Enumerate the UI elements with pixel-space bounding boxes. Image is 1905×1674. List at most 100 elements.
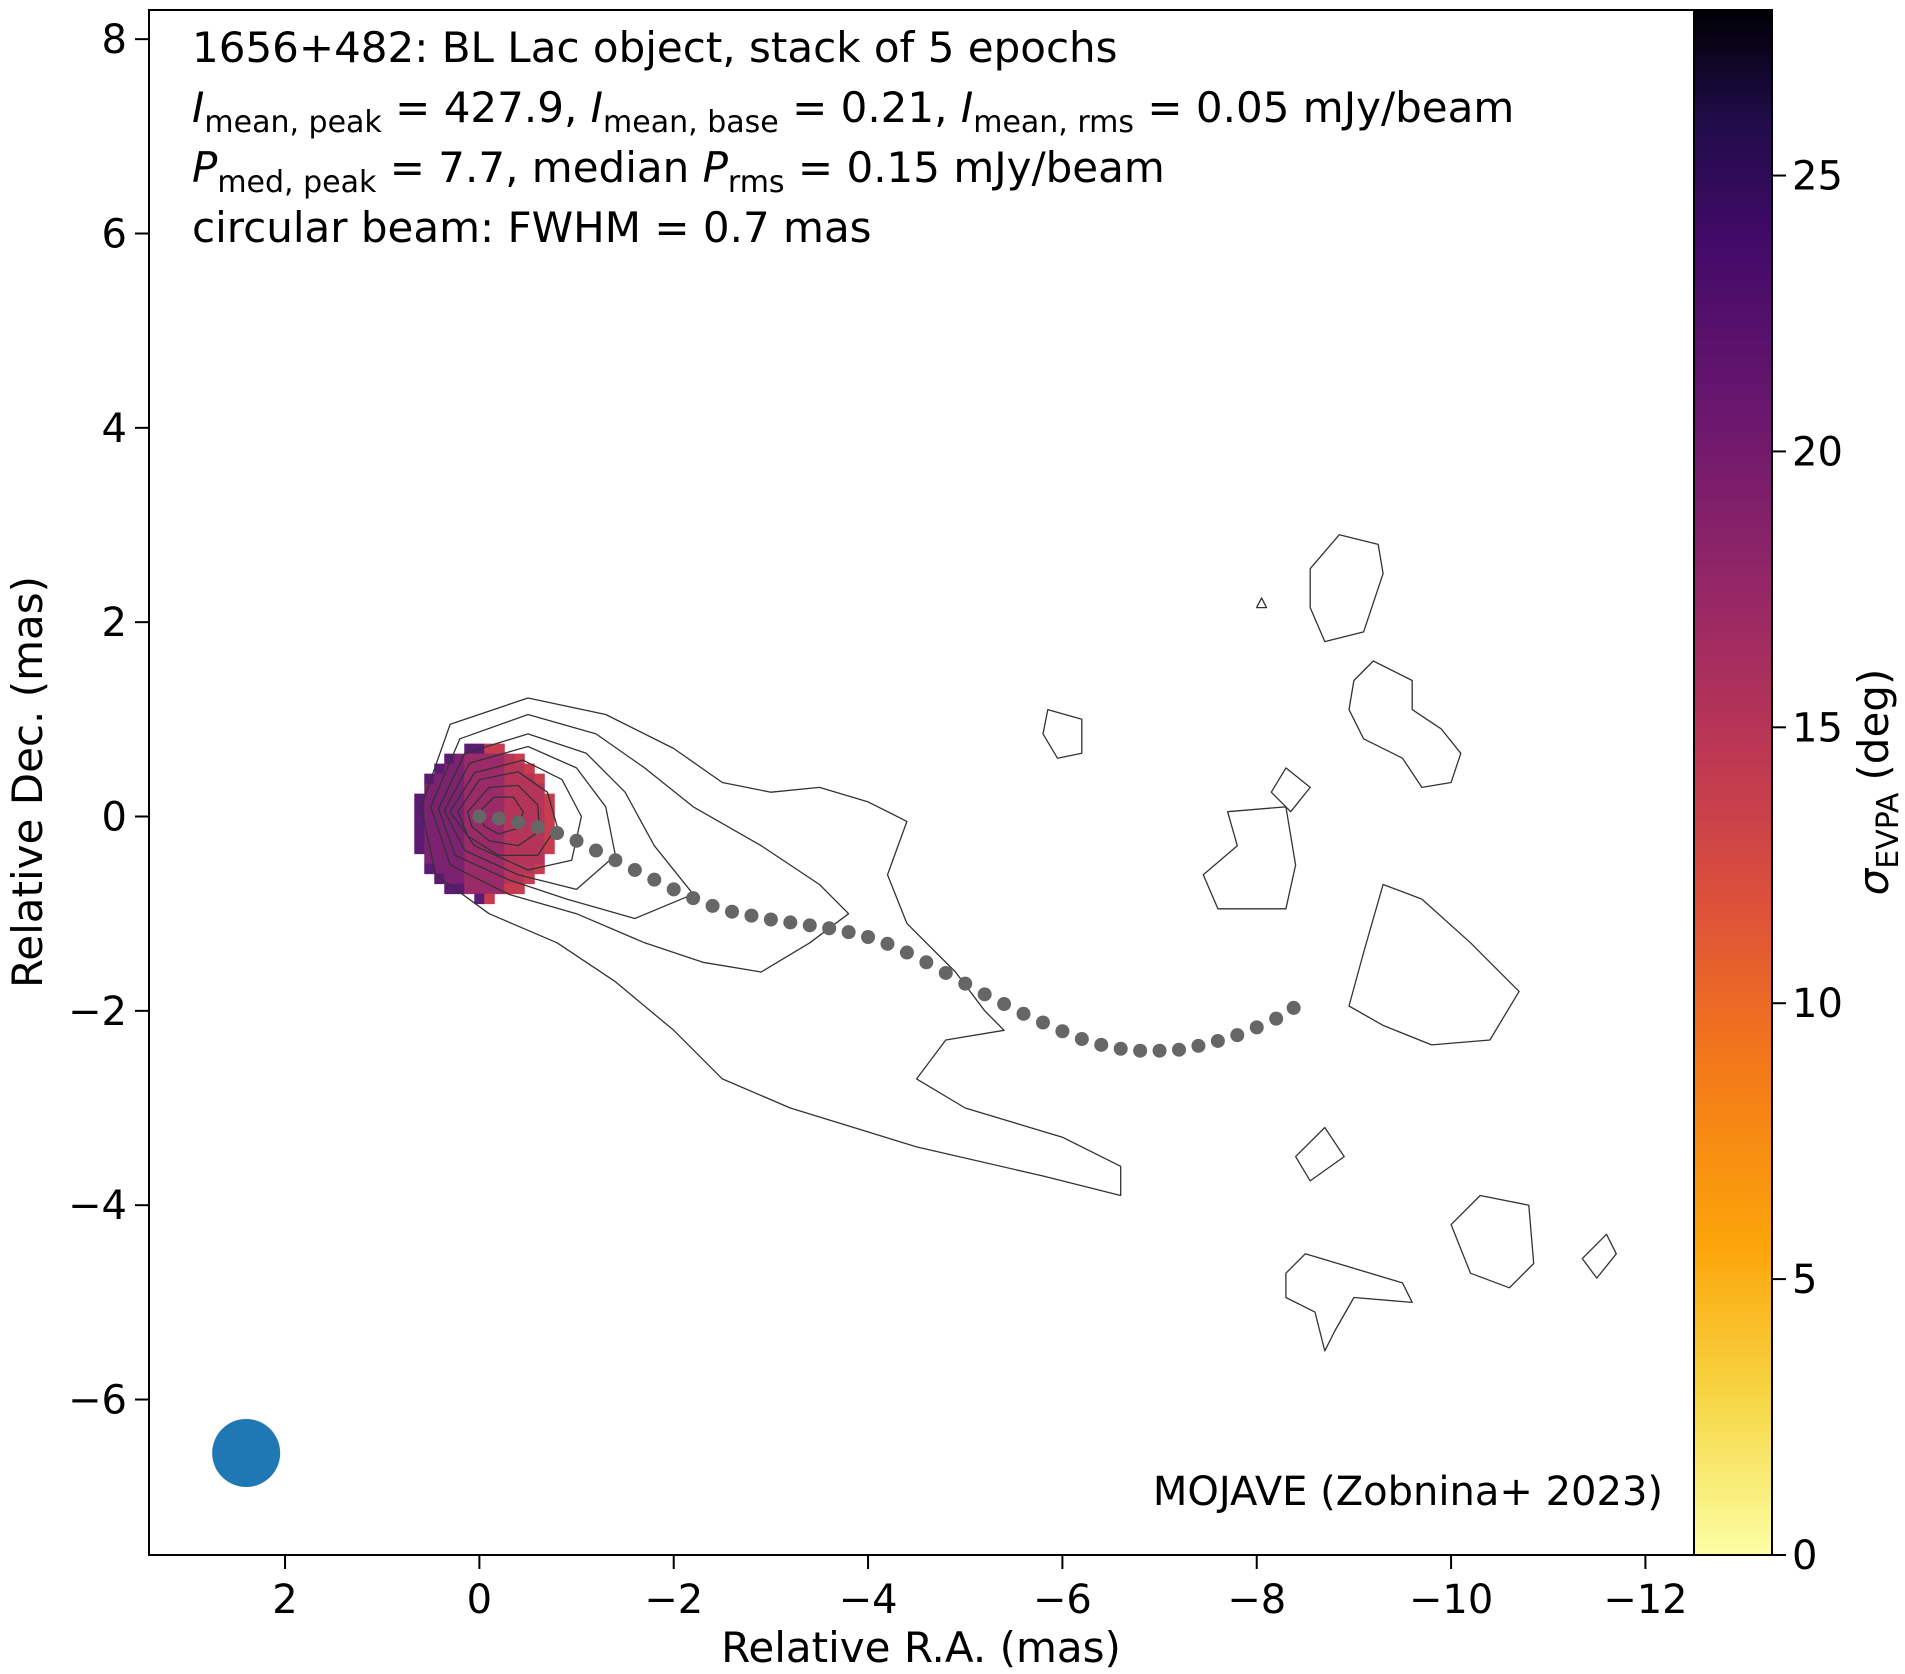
polarization-pixel: [494, 803, 505, 815]
x-tick-label: 0: [467, 1577, 492, 1623]
annotation-text: 1656+482: BL Lac object, stack of 5 epoc…: [192, 23, 1118, 72]
polarization-pixel: [474, 883, 485, 895]
polarization-pixel: [464, 793, 475, 805]
polarization-pixel: [454, 813, 465, 825]
polarization-pixel: [494, 773, 505, 785]
polarization-pixel: [534, 843, 545, 855]
polarization-pixel: [484, 773, 495, 785]
ridgeline-point: [802, 918, 817, 933]
polarization-pixel: [434, 873, 445, 885]
annotation-text: I: [591, 83, 603, 132]
polarization-pixel: [514, 803, 525, 815]
polarization-pixel: [504, 863, 515, 875]
credit-label: MOJAVE (Zobnina+ 2023): [1153, 1469, 1663, 1515]
polarization-pixel: [464, 773, 475, 785]
polarization-pixel: [524, 823, 535, 835]
polarization-pixel: [484, 793, 495, 805]
polarization-pixel: [514, 753, 525, 765]
colorbar-label-sub: EVPA: [1871, 792, 1905, 869]
y-tick-label: 2: [102, 600, 127, 646]
polarization-pixel: [424, 813, 435, 825]
ridgeline-point: [1210, 1033, 1225, 1048]
polarization-pixel: [534, 773, 545, 785]
polarization-pixel: [444, 773, 455, 785]
colorbar-tick-label: 10: [1792, 981, 1843, 1027]
colorbar: [1693, 9, 1773, 1556]
colorbar-label-symbol: σ: [1849, 867, 1898, 895]
polarization-pixel: [474, 853, 485, 865]
polarization-pixel: [504, 783, 515, 795]
colorbar-ticks: 0 5 10 15 20 25: [1772, 154, 1843, 1579]
polarization-pixel: [444, 763, 455, 775]
polarization-pixel: [524, 813, 535, 825]
polarization-pixel: [434, 773, 445, 785]
colorbar-tick-label: 5: [1792, 1257, 1817, 1303]
annotation-text: = 0.05 mJy/beam: [1134, 83, 1514, 132]
polarization-pixel: [514, 793, 525, 805]
polarization-pixel: [474, 783, 485, 795]
polarization-pixel: [484, 833, 495, 845]
polarization-pixel: [424, 793, 435, 805]
polarization-pixel: [514, 883, 525, 895]
polarization-pixel: [464, 753, 475, 765]
polarization-pixel: [414, 813, 425, 825]
contour-line: [420, 697, 1122, 1197]
contour-line: [1256, 597, 1268, 609]
polarization-pixel: [464, 863, 475, 875]
colorbar-label: σEVPA (deg): [1849, 669, 1905, 896]
polarization-pixel: [424, 863, 435, 875]
ridgeline-point: [1055, 1024, 1070, 1039]
polarization-pixel: [434, 793, 445, 805]
polarization-pixel: [484, 853, 495, 865]
ridgeline-point: [491, 811, 506, 826]
polarization-pixel: [474, 833, 485, 845]
ridgeline-point: [1152, 1043, 1167, 1058]
polarization-pixel: [434, 833, 445, 845]
annotation-line: Imean, peak = 427.9, Imean, base = 0.21,…: [192, 83, 1514, 140]
annotation-text: I: [961, 83, 973, 132]
polarization-pixel: [534, 783, 545, 795]
ridgeline-point: [1074, 1032, 1089, 1047]
contour-line: [437, 733, 694, 920]
polarization-pixel: [464, 853, 475, 865]
ridgeline-point: [1172, 1042, 1186, 1057]
ridgeline-point: [472, 809, 487, 824]
polarization-pixel: [464, 843, 475, 855]
polarization-pixel: [514, 863, 525, 875]
polarization-pixel: [534, 833, 545, 845]
annotation-text: I: [192, 83, 204, 132]
annotation-text: = 0.21,: [779, 83, 961, 132]
polarization-pixel: [464, 883, 475, 895]
ridgeline-point: [1269, 1011, 1284, 1026]
polarization-pixel: [504, 813, 515, 825]
y-tick-label: 6: [102, 211, 127, 257]
polarization-pixel: [464, 763, 475, 775]
x-axis-label: Relative R.A. (mas): [721, 1623, 1121, 1672]
polarization-pixel: [514, 773, 525, 785]
annotation-line: 1656+482: BL Lac object, stack of 5 epoc…: [192, 23, 1118, 72]
polarization-pixel: [494, 873, 505, 885]
plot-area: [149, 10, 1694, 1555]
polarization-pixel: [444, 883, 455, 895]
contour-line: [1270, 767, 1311, 813]
polarization-pixel: [494, 793, 505, 805]
ridgeline-point: [938, 965, 953, 980]
polarization-pixel: [464, 783, 475, 795]
ridgeline-point: [666, 882, 681, 897]
polarization-pixel: [504, 793, 515, 805]
polarization-pixel: [484, 753, 495, 765]
annotation-text: = 427.9,: [382, 83, 591, 132]
ridgeline-point: [958, 976, 973, 991]
polarization-pixel: [514, 783, 525, 795]
annotation-text: P: [192, 143, 218, 192]
polarization-pixel: [524, 863, 535, 875]
polarization-pixel: [454, 793, 465, 805]
polarization-pixel: [454, 883, 465, 895]
contour-line: [443, 745, 617, 891]
polarization-pixel: [454, 863, 465, 875]
contour-line: [1285, 1253, 1413, 1352]
ridgeline-point: [686, 891, 701, 906]
y-tick-label: −6: [68, 1378, 127, 1424]
polarization-pixel: [484, 893, 495, 905]
polarization-pixel: [444, 863, 455, 875]
